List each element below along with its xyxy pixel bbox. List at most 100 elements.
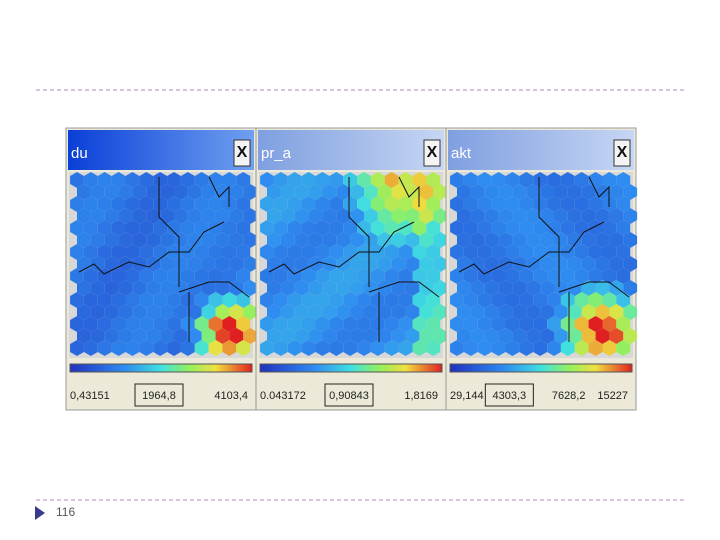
scale-label: 29,144 xyxy=(450,390,484,402)
hex-cell xyxy=(160,304,174,320)
hex-cell xyxy=(350,328,364,344)
hex-cell xyxy=(526,232,541,248)
hex-cell xyxy=(419,328,434,344)
hex-cell xyxy=(315,316,330,332)
hex-cell xyxy=(322,232,337,248)
close-button[interactable] xyxy=(233,139,251,167)
hex-cell xyxy=(125,196,140,212)
hex-cell xyxy=(505,316,520,332)
hex-cell xyxy=(560,196,575,212)
scale-label: 4103,4 xyxy=(214,390,248,402)
hex-cell xyxy=(554,256,568,272)
hex-cell xyxy=(167,316,181,332)
hex-cell xyxy=(519,292,534,308)
hex-cell xyxy=(364,304,378,320)
hex-cell xyxy=(357,268,371,284)
hex-cell xyxy=(623,184,638,200)
hex-cell xyxy=(301,292,316,308)
hex-cell xyxy=(384,292,399,308)
hex-cell xyxy=(104,208,119,224)
hex-cell xyxy=(90,184,105,200)
hex-cell xyxy=(609,304,624,320)
hex-cell xyxy=(322,328,337,344)
hex-cell xyxy=(153,292,168,308)
hex-cell xyxy=(623,304,638,320)
hex-cell xyxy=(229,328,244,344)
hex-cell xyxy=(412,292,427,308)
hex-cell xyxy=(350,280,364,296)
hex-cell xyxy=(104,184,119,200)
hex-cell xyxy=(463,340,478,356)
title-bar xyxy=(68,130,254,170)
hex-cell xyxy=(602,220,617,236)
hex-cell xyxy=(160,184,174,200)
hex-cell xyxy=(540,328,554,344)
hex-cell xyxy=(139,268,154,284)
hex-cell xyxy=(294,280,309,296)
hex-cell xyxy=(194,316,209,332)
hex-cell xyxy=(336,232,351,248)
hex-cell xyxy=(384,316,399,332)
hex-cell xyxy=(567,184,582,200)
hex-cell xyxy=(280,184,295,200)
hex-cell xyxy=(433,208,448,224)
hex-cell xyxy=(433,304,448,320)
hex-cell xyxy=(243,328,258,344)
hex-cell xyxy=(623,256,638,272)
scale-label: 0,43151 xyxy=(70,390,110,402)
hex-cell xyxy=(308,328,323,344)
hex-cell xyxy=(167,196,181,212)
hex-cell xyxy=(70,292,84,308)
hex-cell xyxy=(229,256,244,272)
hex-cell xyxy=(267,232,281,248)
hex-cell xyxy=(132,232,147,248)
hex-cell xyxy=(111,196,126,212)
hex-cell xyxy=(315,292,330,308)
close-button[interactable] xyxy=(613,139,631,167)
hex-cell xyxy=(470,304,485,320)
slider-box xyxy=(324,383,374,407)
hex-cell xyxy=(505,220,520,236)
scale-label: 7628,2 xyxy=(552,390,586,402)
hex-cell xyxy=(433,280,448,296)
hex-cell xyxy=(574,172,589,188)
hex-cell xyxy=(273,196,288,212)
cluster-boundary xyxy=(78,176,250,342)
hex-cell xyxy=(153,172,168,188)
hex-cell xyxy=(491,220,506,236)
hex-cell xyxy=(167,268,181,284)
hex-cell xyxy=(588,268,603,284)
hex-cell xyxy=(377,280,392,296)
hex-cell xyxy=(547,316,561,332)
hex-cell xyxy=(273,268,288,284)
hex-cell xyxy=(512,184,527,200)
hex-cell xyxy=(83,268,98,284)
hex-cell xyxy=(70,196,84,212)
hex-cell xyxy=(222,268,237,284)
hex-cell xyxy=(229,184,244,200)
hex-cell xyxy=(146,208,161,224)
hex-cell xyxy=(491,340,506,356)
hex-cell xyxy=(623,208,638,224)
hex-cell xyxy=(370,196,385,212)
hex-cell xyxy=(470,280,485,296)
hex-cell xyxy=(273,172,288,188)
hex-cell xyxy=(243,256,258,272)
hex-cell xyxy=(512,232,527,248)
hex-cell xyxy=(426,196,441,212)
hex-cell xyxy=(491,268,506,284)
hex-cell xyxy=(457,328,471,344)
hex-cell xyxy=(267,280,281,296)
hex-cell xyxy=(194,244,209,260)
hex-cell xyxy=(104,256,119,272)
hex-cell xyxy=(574,220,589,236)
hex-cell xyxy=(463,244,478,260)
hex-cell xyxy=(384,340,399,356)
hex-cell xyxy=(602,292,617,308)
close-button[interactable] xyxy=(423,139,441,167)
hex-cell xyxy=(405,232,420,248)
hex-cell xyxy=(280,208,295,224)
hex-cell xyxy=(301,196,316,212)
hex-cell xyxy=(294,184,309,200)
hex-cell xyxy=(450,196,464,212)
